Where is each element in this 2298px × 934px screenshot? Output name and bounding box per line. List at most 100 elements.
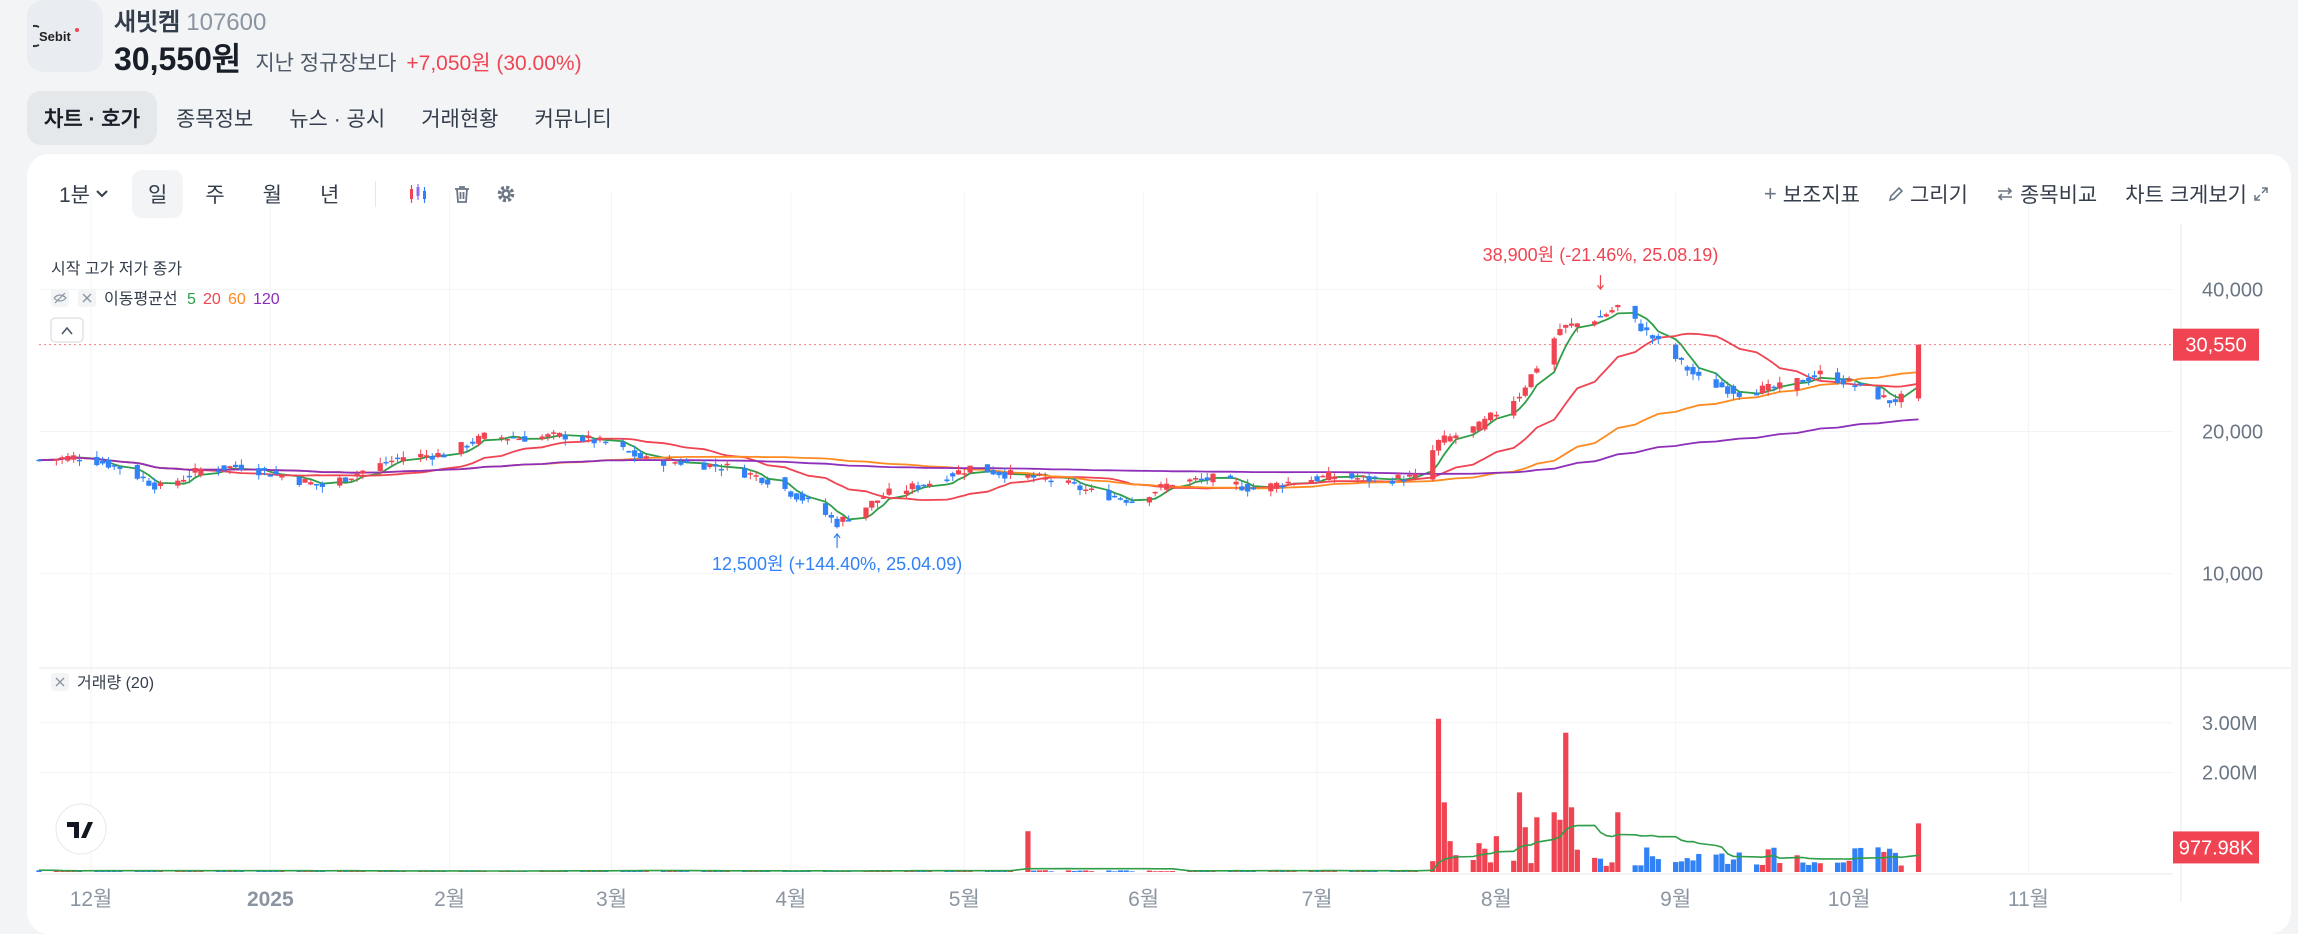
volume-bar xyxy=(1036,870,1043,872)
volume-bar xyxy=(1846,860,1852,872)
x-tick-label: 2월 xyxy=(434,888,465,911)
indicator-button[interactable]: + 보조지표 xyxy=(1764,179,1860,209)
candle-body xyxy=(1493,414,1499,417)
candle-body xyxy=(747,473,753,475)
volume-bar xyxy=(354,871,360,872)
company-logo: Sebit xyxy=(27,0,103,72)
candle-body xyxy=(1858,383,1864,385)
volume-bar xyxy=(1152,871,1158,872)
candle-body xyxy=(1435,439,1442,451)
candle-body xyxy=(805,497,811,500)
tab-trading[interactable]: 거래현황 xyxy=(421,108,499,131)
volume-bar xyxy=(1563,732,1569,872)
candle-body xyxy=(516,438,522,441)
candle-body xyxy=(1551,338,1557,365)
fullscreen-label: 차트 크게보기 xyxy=(2125,184,2247,207)
candle-body xyxy=(1187,479,1193,482)
ma-legend-label: 이동평균선 xyxy=(104,290,178,308)
volume-bar xyxy=(1065,870,1072,872)
volume-bar xyxy=(1117,870,1124,872)
candle-body xyxy=(383,461,389,464)
settings-gear-icon[interactable] xyxy=(484,172,528,216)
candle-body xyxy=(140,476,146,479)
ma-period-label: 5 xyxy=(187,291,196,308)
candle-body xyxy=(71,455,77,460)
candle-body xyxy=(1407,474,1413,477)
fullscreen-button[interactable]: 차트 크게보기 xyxy=(2125,179,2269,209)
candle-body xyxy=(597,437,603,441)
candle-body xyxy=(585,435,592,439)
volume-bar xyxy=(1487,862,1494,872)
volume-bar xyxy=(713,871,719,872)
candle-body xyxy=(1274,482,1280,489)
candle-body xyxy=(944,479,950,482)
trash-icon[interactable] xyxy=(440,172,484,216)
candle-type-icon[interactable] xyxy=(396,172,440,216)
ma120-line xyxy=(38,418,1919,475)
price-chart[interactable]: 40,000 20,000 10,000 3.00M 2.00M 30,550 977.98… xyxy=(27,154,2291,934)
ma20-line xyxy=(38,332,1919,501)
volume-bar xyxy=(1441,802,1447,872)
tab-stock-info[interactable]: 종목정보 xyxy=(175,108,254,131)
candle-body xyxy=(302,479,308,483)
candle-body xyxy=(1441,435,1447,443)
candle-body xyxy=(828,514,834,518)
candle-body xyxy=(1002,472,1008,479)
candle-body xyxy=(1476,421,1482,431)
period-week[interactable]: 주 xyxy=(205,184,225,207)
volume-bar xyxy=(1031,870,1037,872)
interval-select[interactable]: 1분 xyxy=(57,170,126,218)
low-price-annotation: 12,500원 (+144.40%, 25.04.09) xyxy=(712,554,962,574)
volume-bar xyxy=(1129,871,1135,872)
candle-body xyxy=(1129,501,1135,504)
candle-body xyxy=(1696,371,1702,376)
candle-body xyxy=(1198,478,1205,481)
x-tick-label: 3월 xyxy=(596,888,627,911)
period-month[interactable]: 월 xyxy=(262,184,282,207)
volume-bar xyxy=(1765,849,1771,872)
x-tick-label: 12월 xyxy=(70,888,113,911)
compare-button[interactable]: 종목비교 xyxy=(1996,179,2097,209)
volume-bar xyxy=(1331,871,1338,872)
ma60-line xyxy=(38,371,1919,490)
volume-bar xyxy=(1002,871,1008,872)
tab-news[interactable]: 뉴스 · 공시 xyxy=(289,108,386,131)
x-tick-label: 6월 xyxy=(1128,888,1159,911)
tab-community[interactable]: 커뮤니티 xyxy=(534,108,612,131)
volume-bar xyxy=(1915,823,1922,872)
period-day[interactable]: 일 xyxy=(132,170,184,218)
ma5-line xyxy=(38,311,1920,521)
candle-body xyxy=(1736,392,1742,397)
stock-name: 새빗켐 xyxy=(114,9,181,36)
toolbar-divider xyxy=(375,181,377,207)
volume-bar xyxy=(1551,812,1557,872)
x-tick-label: 9월 xyxy=(1660,888,1691,911)
volume-bar xyxy=(1649,856,1656,872)
x-tick-label: 5월 xyxy=(949,888,980,911)
tradingview-logo xyxy=(67,822,93,838)
candle-body xyxy=(198,469,204,476)
candle-body xyxy=(1193,478,1199,480)
volume-bar xyxy=(1632,865,1638,872)
candle-body xyxy=(389,460,395,463)
period-year[interactable]: 년 xyxy=(319,184,340,207)
plus-icon: + xyxy=(1763,181,1777,206)
volume-bar xyxy=(1887,848,1893,872)
candle-body xyxy=(1915,344,1922,399)
tab-chart-quote[interactable]: 차트 · 호가 xyxy=(27,91,157,145)
stock-code: 107600 xyxy=(186,9,267,36)
candle-body xyxy=(1065,480,1072,483)
volume-bar xyxy=(1430,861,1436,872)
volume-bar xyxy=(1806,864,1812,872)
candle-body xyxy=(1765,383,1771,391)
candle-body xyxy=(1158,484,1164,488)
draw-button[interactable]: 그리기 xyxy=(1888,179,1968,209)
volume-bar xyxy=(1898,865,1904,872)
candle-body xyxy=(921,484,927,487)
volume-bar xyxy=(192,871,198,872)
volume-bar xyxy=(1615,812,1621,872)
volume-bar xyxy=(308,871,314,872)
candle-body xyxy=(1268,483,1274,492)
volume-bar xyxy=(1511,860,1517,872)
volume-bar xyxy=(1326,871,1332,872)
